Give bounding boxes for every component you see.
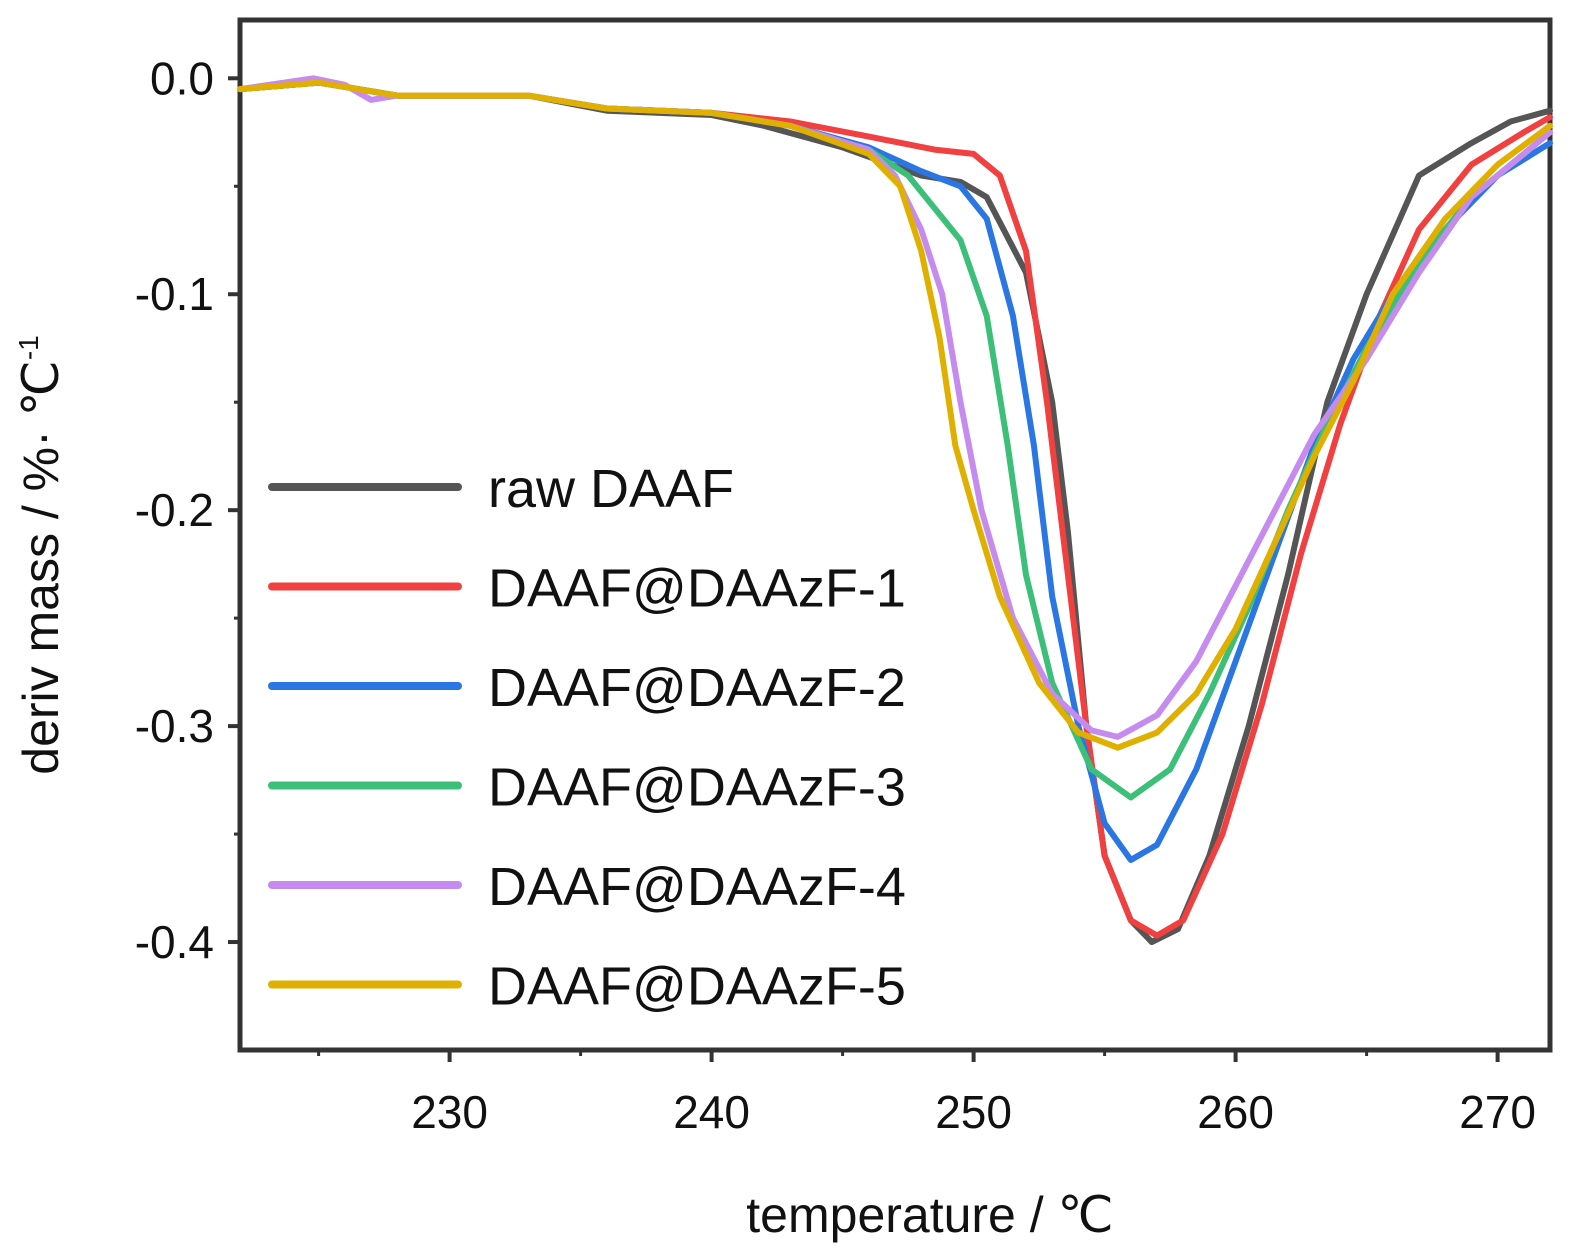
legend-label-0: raw DAAF bbox=[488, 459, 734, 519]
legend: raw DAAF DAAF@DAAzF-1 DAAF@DAAzF-2 DAAF@DAA… bbox=[268, 459, 906, 1017]
y-axis: 0.0 -0.1 -0.2 -0.3 -0.4 bbox=[135, 52, 240, 968]
y-tick-label-1: -0.1 bbox=[135, 268, 214, 320]
y-tick-label-2: -0.2 bbox=[135, 484, 214, 536]
x-tick-label-4: 270 bbox=[1459, 1086, 1536, 1138]
x-tick-label-0: 230 bbox=[411, 1086, 488, 1138]
legend-label-1: DAAF@DAAzF-1 bbox=[488, 559, 906, 619]
y-axis-label: deriv mass / %· ℃-1 bbox=[13, 335, 69, 774]
y-tick-label-0: 0.0 bbox=[150, 52, 214, 104]
x-tick-label-3: 260 bbox=[1197, 1086, 1274, 1138]
legend-label-3: DAAF@DAAzF-3 bbox=[488, 758, 906, 818]
legend-label-2: DAAF@DAAzF-2 bbox=[488, 658, 906, 718]
x-axis: 230 240 250 260 270 bbox=[317, 1050, 1536, 1138]
x-tick-label-2: 250 bbox=[935, 1086, 1012, 1138]
legend-label-5: DAAF@DAAzF-5 bbox=[488, 957, 906, 1017]
y-axis-label-main: deriv mass / %· ℃ bbox=[13, 360, 69, 775]
plot-frame bbox=[237, 17, 1553, 1053]
y-tick-label-3: -0.3 bbox=[135, 700, 214, 752]
y-axis-label-superscript: -1 bbox=[13, 335, 44, 360]
y-tick-label-4: -0.4 bbox=[135, 916, 214, 968]
series-line-5 bbox=[237, 79, 1553, 751]
x-axis-label: temperature / ℃ bbox=[746, 1187, 1113, 1243]
x-tick-label-1: 240 bbox=[673, 1086, 750, 1138]
legend-label-4: DAAF@DAAzF-4 bbox=[488, 857, 906, 917]
series-lines bbox=[237, 75, 1553, 945]
